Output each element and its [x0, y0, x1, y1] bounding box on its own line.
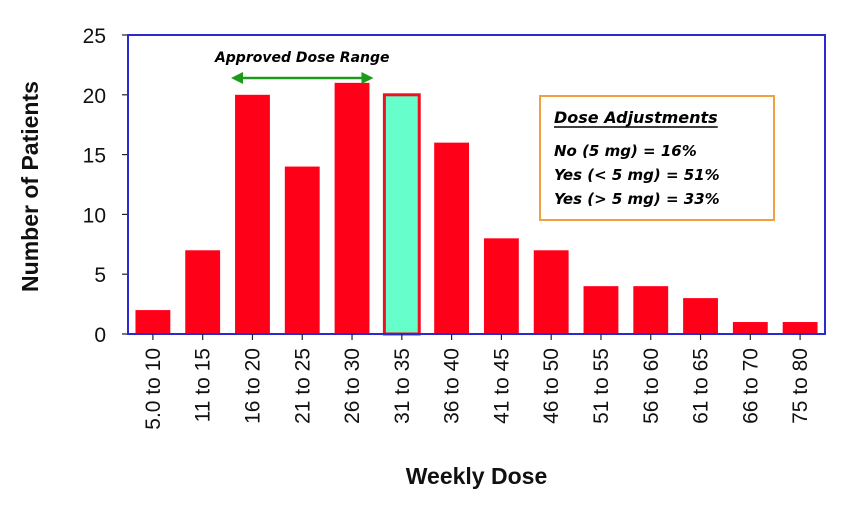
y-tick-label: 5: [94, 264, 106, 287]
x-tick-label: 26 to 30: [341, 348, 364, 424]
y-tick-label: 25: [83, 25, 106, 48]
y-tick-label: 20: [83, 85, 106, 108]
bars: [135, 82, 818, 336]
y-axis-title: Number of Patients: [17, 81, 43, 292]
x-tick-label: 21 to 25: [291, 348, 314, 424]
y-tick-label: 0: [94, 324, 106, 347]
y-axis-ticks: 0 5 10 15 20 25: [83, 25, 128, 347]
y-tick-label: 15: [83, 145, 106, 168]
bar: [533, 250, 569, 334]
dose-adjustments-box: Dose Adjustments No (5 mg) = 16% Yes (< …: [539, 95, 775, 221]
x-axis-title: Weekly Dose: [406, 463, 547, 489]
bar: [583, 286, 619, 334]
bar: [284, 166, 320, 334]
bar: [732, 322, 768, 334]
dose-adjustments-title: Dose Adjustments: [554, 108, 718, 127]
x-tick-label: 75 to 80: [789, 348, 812, 424]
arrow-head-left-icon: [231, 72, 244, 84]
bar: [483, 238, 519, 334]
approved-range-label: Approved Dose Range: [214, 50, 390, 66]
dose-adjustment-line: Yes (< 5 mg) = 51%: [554, 166, 720, 184]
x-tick-label: 46 to 50: [540, 348, 563, 424]
y-tick-label: 10: [83, 204, 106, 227]
x-tick-label: 11 to 15: [192, 348, 215, 422]
dose-adjustments-border: [539, 95, 775, 221]
bar: [185, 250, 221, 334]
x-tick-label: 56 to 60: [640, 348, 663, 424]
dose-adjustment-line: Yes (> 5 mg) = 33%: [554, 190, 720, 208]
arrow-head-right-icon: [361, 72, 374, 84]
x-tick-label: 51 to 55: [590, 348, 613, 424]
bar: [434, 142, 470, 334]
x-tick-label: 5.0 to 10: [142, 348, 165, 430]
x-tick-label: 31 to 35: [391, 348, 414, 424]
bar: [334, 82, 370, 334]
dose-adjustment-line: No (5 mg) = 16%: [554, 142, 697, 160]
x-tick-label: 41 to 45: [490, 348, 513, 424]
bar: [782, 322, 818, 334]
x-axis-ticks: 5.0 to 10 11 to 15 16 to 20 21 to 25 26 to 3…: [142, 334, 812, 430]
bar: [633, 286, 669, 334]
bar: [135, 310, 171, 334]
bar-highlighted: [382, 93, 421, 336]
x-tick-label: 61 to 65: [690, 348, 713, 424]
bar: [235, 94, 270, 334]
x-tick-label: 36 to 40: [441, 348, 464, 424]
plot-area-frame: [127, 34, 826, 335]
x-tick-label: 16 to 20: [241, 348, 264, 424]
x-tick-label: 66 to 70: [739, 348, 762, 424]
approved-range-annotation: Approved Dose Range: [214, 50, 390, 84]
bar: [683, 298, 718, 334]
